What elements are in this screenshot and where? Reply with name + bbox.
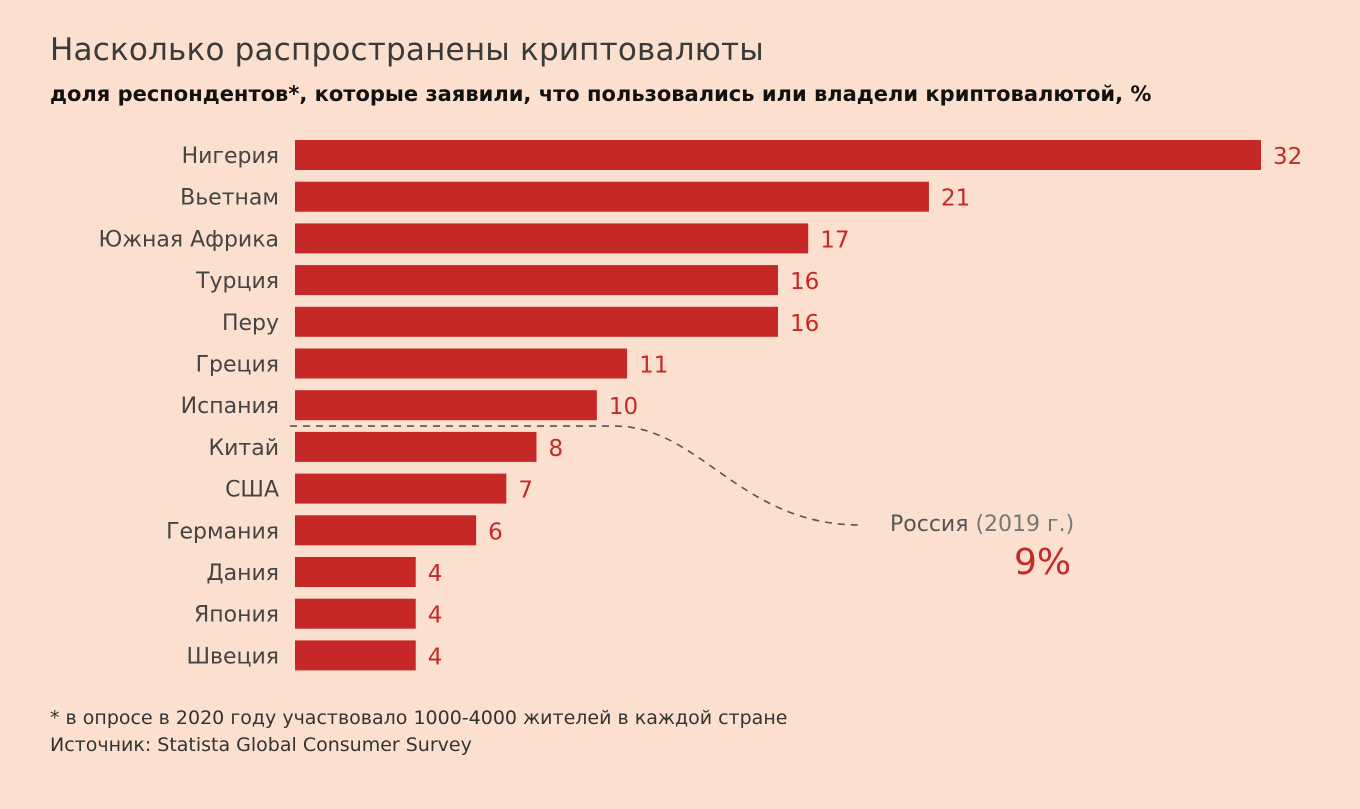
value-label: 4 xyxy=(428,644,443,670)
bar xyxy=(295,223,809,254)
bar xyxy=(295,348,628,379)
value-label: 10 xyxy=(609,394,638,420)
source-note: Источник: Statista Global Consumer Surve… xyxy=(50,734,472,756)
bar xyxy=(295,515,477,546)
value-label: 32 xyxy=(1273,144,1302,170)
chart-subtitle: доля респондентов*, которые заявили, что… xyxy=(50,82,1152,106)
category-label: Греция xyxy=(196,353,279,378)
bar xyxy=(295,140,1261,170)
category-label: Китай xyxy=(208,436,279,461)
category-label: Дания xyxy=(206,561,279,586)
category-label: Перу xyxy=(222,311,279,336)
bar xyxy=(295,557,416,587)
russia-annotation-label: Россия (2019 г.) xyxy=(890,512,1074,537)
value-label: 4 xyxy=(428,603,443,629)
category-label: Япония xyxy=(194,603,279,628)
category-label: Южная Африка xyxy=(98,227,279,252)
value-label: 11 xyxy=(639,353,668,379)
russia-annotation-line xyxy=(290,425,861,526)
category-label: Вьетнам xyxy=(180,186,279,211)
bar xyxy=(295,473,507,504)
category-label: Нигерия xyxy=(182,144,279,169)
chart-title: Насколько распространены криптовалюты xyxy=(50,32,764,68)
value-label: 8 xyxy=(549,436,564,462)
bar xyxy=(295,598,416,629)
bar xyxy=(295,640,416,671)
footnote: * в опросе в 2020 году участвовало 1000-… xyxy=(50,707,788,729)
bar xyxy=(295,306,778,337)
russia-label: Россия xyxy=(890,512,969,537)
value-label: 6 xyxy=(488,519,503,545)
bar xyxy=(295,390,597,421)
value-label: 17 xyxy=(820,227,849,253)
category-label: Швеция xyxy=(186,644,279,669)
bar xyxy=(295,181,929,212)
russia-year: (2019 г.) xyxy=(975,512,1075,537)
bar xyxy=(295,265,778,296)
value-label: 4 xyxy=(428,561,443,587)
value-label: 16 xyxy=(790,269,819,295)
value-label: 16 xyxy=(790,311,819,337)
category-label: США xyxy=(225,478,279,503)
bar xyxy=(295,431,537,462)
russia-value: 9% xyxy=(1014,542,1072,583)
category-label: Германия xyxy=(166,519,279,544)
value-label: 7 xyxy=(518,478,533,504)
category-label: Испания xyxy=(181,394,279,419)
value-label: 21 xyxy=(941,186,970,212)
category-label: Турция xyxy=(195,269,279,294)
